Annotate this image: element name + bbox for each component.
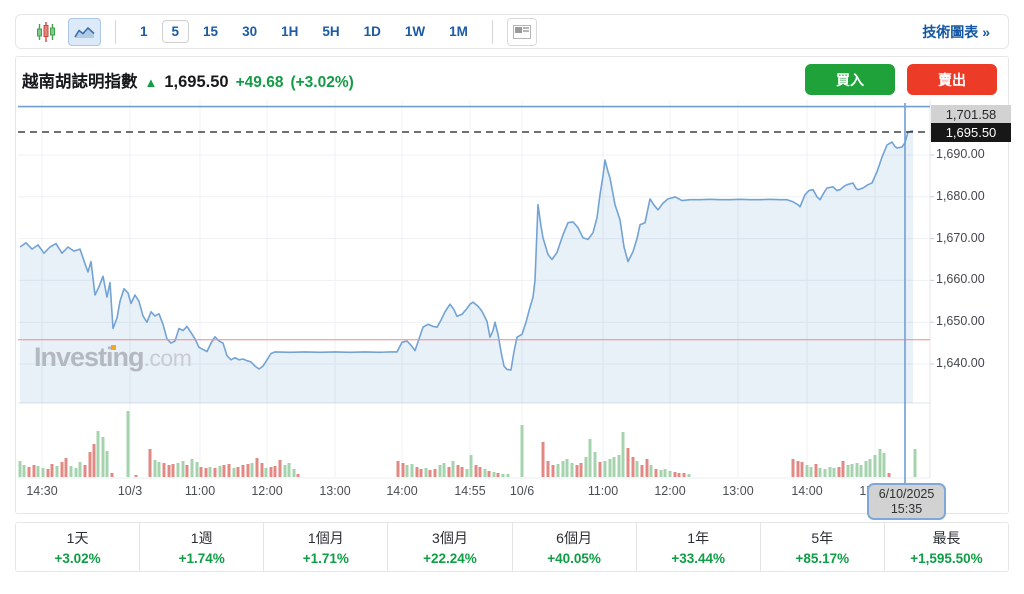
perf-label: 1個月 xyxy=(307,530,344,546)
toolbar-divider xyxy=(491,19,493,44)
candlestick-chart-button[interactable] xyxy=(30,18,62,46)
x-tick: 12:00 xyxy=(251,484,283,498)
price-change-percent: (+3.02%) xyxy=(290,74,354,91)
interval-5[interactable]: 5 xyxy=(161,20,190,43)
chart-toolbar: 1 5 15 30 1H 5H 1D 1W 1M 技術圖表 » xyxy=(15,14,1009,49)
perf-label: 最長 xyxy=(932,530,961,546)
x-tick: 10/6 xyxy=(509,484,535,498)
interval-15[interactable]: 15 xyxy=(193,20,228,43)
last-price: 1,695.50 xyxy=(164,73,229,91)
y-tick: 1,670.00 xyxy=(936,231,985,245)
perf-value: +3.02% xyxy=(54,551,101,566)
up-arrow-icon: ▲ xyxy=(144,75,158,90)
interval-1m[interactable]: 1M xyxy=(439,20,478,43)
perf-value: +85.17% xyxy=(795,551,850,566)
last-price-badge: 1,695.50 xyxy=(931,122,1011,142)
y-tick: 1,650.00 xyxy=(936,314,985,328)
x-tick: 11:00 xyxy=(184,484,216,498)
perf-1-month: 1個月 +1.71% xyxy=(264,523,389,571)
perf-5-years: 5年 +85.17% xyxy=(761,523,885,571)
crosshair-price-badge: 1,701.58 xyxy=(931,105,1011,125)
interval-30[interactable]: 30 xyxy=(232,20,267,43)
perf-label: 1年 xyxy=(687,530,710,546)
area-chart-icon xyxy=(74,24,95,39)
perf-label: 1週 xyxy=(190,530,213,546)
interval-buttons: 1 5 15 30 1H 5H 1D 1W 1M xyxy=(130,20,478,43)
y-tick: 1,690.00 xyxy=(936,147,985,161)
perf-label: 3個月 xyxy=(432,530,468,546)
x-tick: 13:00 xyxy=(319,484,351,498)
interval-5h[interactable]: 5H xyxy=(312,20,349,43)
interval-1h[interactable]: 1H xyxy=(271,20,308,43)
interval-1[interactable]: 1 xyxy=(130,20,158,43)
perf-label: 6個月 xyxy=(556,530,592,546)
tooltip-time: 15:35 xyxy=(890,501,923,516)
perf-label: 5年 xyxy=(811,530,834,546)
performance-summary: 1天 +3.02% 1週 +1.74% 1個月 +1.71% 3個月 +22.2… xyxy=(15,522,1009,572)
perf-max: 最長 +1,595.50% xyxy=(885,523,1008,571)
news-view-button[interactable] xyxy=(506,17,537,46)
x-tick: 13:00 xyxy=(722,484,754,498)
y-tick: 1,680.00 xyxy=(936,189,985,203)
x-tick: 14:00 xyxy=(386,484,418,498)
perf-value: +22.24% xyxy=(423,551,477,566)
x-tick: 12:00 xyxy=(654,484,686,498)
interval-1d[interactable]: 1D xyxy=(354,20,391,43)
perf-6-months: 6個月 +40.05% xyxy=(513,523,637,571)
x-tick: 11:00 xyxy=(587,484,619,498)
x-tick: 14:00 xyxy=(791,484,823,498)
tooltip-date: 6/10/2025 xyxy=(878,486,935,501)
area-chart-button[interactable] xyxy=(68,17,101,46)
interval-1w[interactable]: 1W xyxy=(395,20,435,43)
y-tick: 1,640.00 xyxy=(936,356,985,370)
price-change: +49.68 xyxy=(235,74,284,91)
news-icon xyxy=(512,24,531,39)
perf-1-day: 1天 +3.02% xyxy=(16,523,141,571)
x-tick: 14:30 xyxy=(26,484,58,498)
chart-card xyxy=(15,56,1009,514)
perf-value: +33.44% xyxy=(671,551,726,566)
instrument-name: 越南胡誌明指數 xyxy=(22,73,138,91)
sell-button[interactable]: 賣出 xyxy=(907,64,997,95)
x-tick: 10/3 xyxy=(117,484,143,498)
toolbar-divider xyxy=(115,19,116,44)
perf-1-week: 1週 +1.74% xyxy=(140,523,265,571)
perf-1-year: 1年 +33.44% xyxy=(637,523,761,571)
crosshair-time-tooltip: 6/10/2025 15:35 xyxy=(867,483,946,520)
perf-label: 1天 xyxy=(66,530,89,546)
perf-value: +1.71% xyxy=(302,551,349,566)
perf-3-months: 3個月 +22.24% xyxy=(388,523,513,571)
x-tick: 14:55 xyxy=(454,484,486,498)
perf-value: +1.74% xyxy=(178,551,225,566)
perf-value: +40.05% xyxy=(547,551,601,566)
perf-value: +1,595.50% xyxy=(910,551,983,566)
candlestick-icon xyxy=(36,21,56,43)
buy-button[interactable]: 買入 xyxy=(805,64,895,95)
y-tick: 1,660.00 xyxy=(936,272,985,286)
instrument-header: 越南胡誌明指數 ▲ 1,695.50 +49.68 (+3.02%) xyxy=(22,68,354,92)
technical-chart-link[interactable]: 技術圖表 » xyxy=(922,23,990,40)
